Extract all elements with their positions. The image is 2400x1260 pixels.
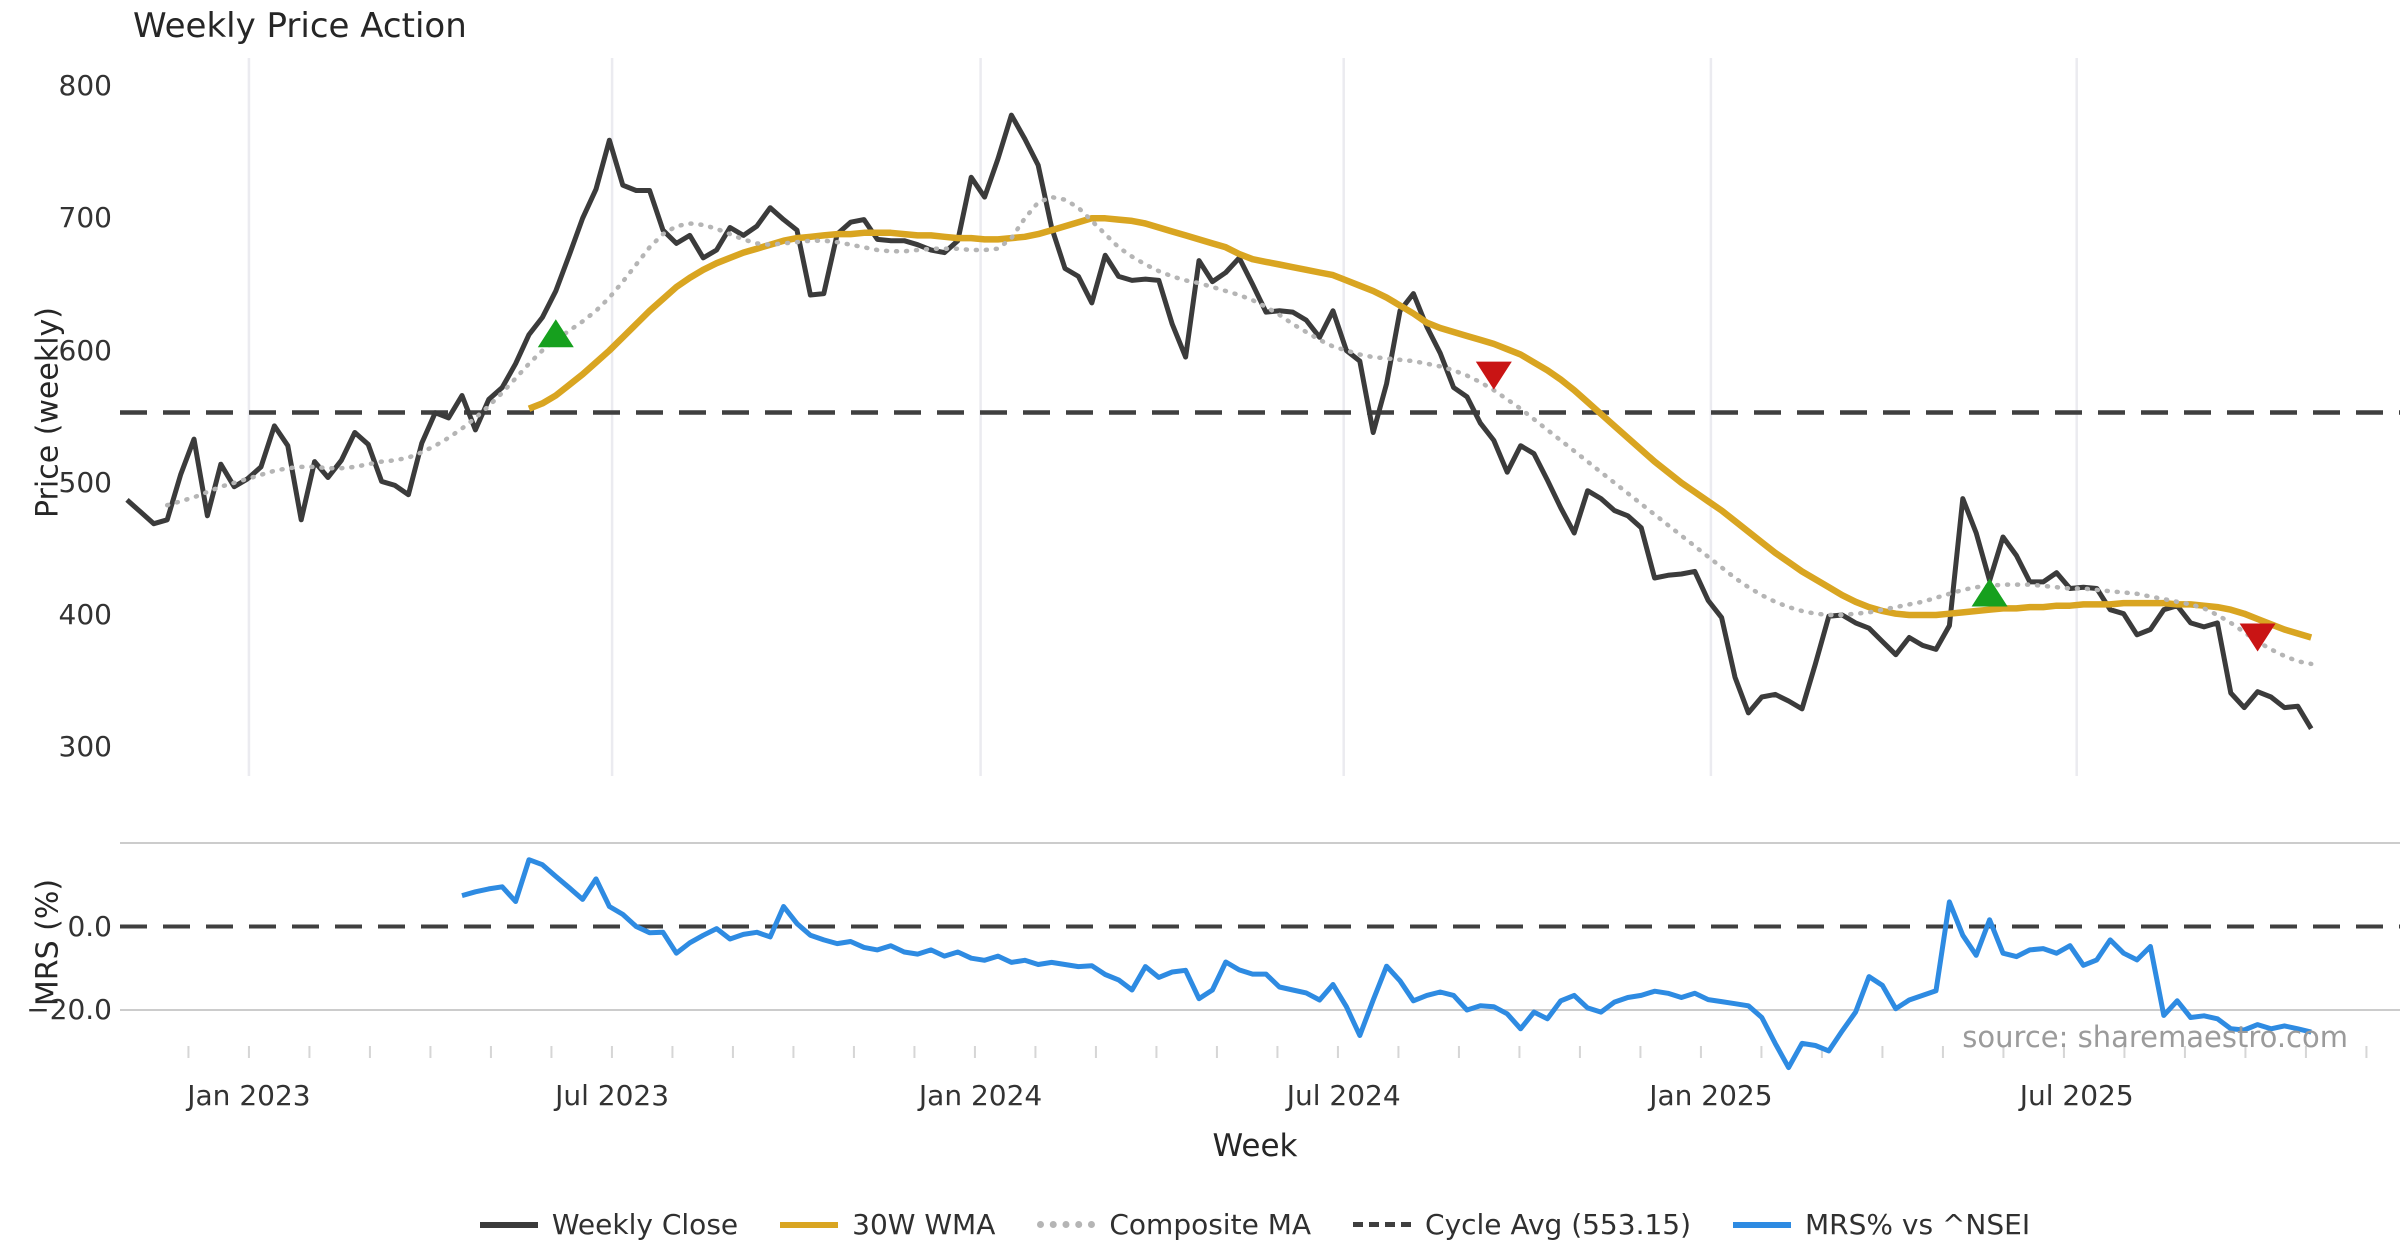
price-tick-500: 500 bbox=[58, 465, 112, 499]
source-note: source: sharemaestro.com bbox=[1962, 1020, 2348, 1054]
x-tick-jul-2024: Jul 2024 bbox=[1286, 1079, 1401, 1112]
legend-label: Cycle Avg (553.15) bbox=[1425, 1208, 1692, 1241]
buy-marker bbox=[1971, 578, 2008, 607]
mrs-tick-0: 0.0 bbox=[67, 909, 112, 943]
legend-item-weekly-close: Weekly Close bbox=[479, 1208, 739, 1241]
sell-marker bbox=[1475, 361, 1512, 390]
wma-30w-line bbox=[527, 215, 2313, 641]
buy-marker bbox=[537, 319, 574, 348]
x-tick-jan-2024: Jan 2024 bbox=[918, 1079, 1043, 1112]
legend-item-30w-wma: 30W WMA bbox=[780, 1208, 995, 1241]
price-tick-600: 600 bbox=[58, 333, 112, 367]
x-tick-jan-2023: Jan 2023 bbox=[187, 1079, 311, 1112]
legend-item-composite-ma: Composite MA bbox=[1037, 1208, 1311, 1241]
legend-item-mrs: MRS% vs ^NSEI bbox=[1733, 1208, 2030, 1241]
price-tick-400: 400 bbox=[58, 598, 112, 631]
wma-swatch bbox=[780, 1221, 839, 1228]
page-title: Weekly Price Action bbox=[133, 6, 467, 46]
mrs-line bbox=[461, 857, 2312, 1071]
legend-label: MRS% vs ^NSEI bbox=[1805, 1208, 2031, 1241]
x-tick-jan-2025: Jan 2025 bbox=[1649, 1079, 1773, 1112]
legend-item-cycle-avg: Cycle Avg (553.15) bbox=[1353, 1208, 1691, 1241]
cycle-avg-swatch bbox=[1353, 1222, 1412, 1227]
legend-label: Weekly Close bbox=[551, 1208, 739, 1241]
legend-label: Composite MA bbox=[1109, 1208, 1312, 1241]
sell-marker bbox=[2239, 623, 2276, 652]
x-axis-label: Week bbox=[1212, 1128, 1298, 1164]
price-tick-300: 300 bbox=[58, 730, 112, 764]
price-tick-700: 700 bbox=[58, 201, 112, 235]
mrs-swatch bbox=[1733, 1221, 1792, 1228]
legend-label: 30W WMA bbox=[852, 1208, 996, 1241]
legend: Weekly Close 30W WMA Composite MA Cycle … bbox=[0, 1208, 2400, 1241]
composite-ma-swatch bbox=[1037, 1221, 1096, 1228]
weekly-close-swatch bbox=[479, 1221, 538, 1228]
weekly-close-line bbox=[125, 112, 2314, 730]
x-tick-jul-2023: Jul 2023 bbox=[555, 1079, 670, 1112]
price-tick-800: 800 bbox=[58, 69, 112, 102]
mrs-tick-neg20: −20.0 bbox=[26, 993, 112, 1026]
x-tick-jul-2025: Jul 2025 bbox=[2019, 1079, 2134, 1112]
